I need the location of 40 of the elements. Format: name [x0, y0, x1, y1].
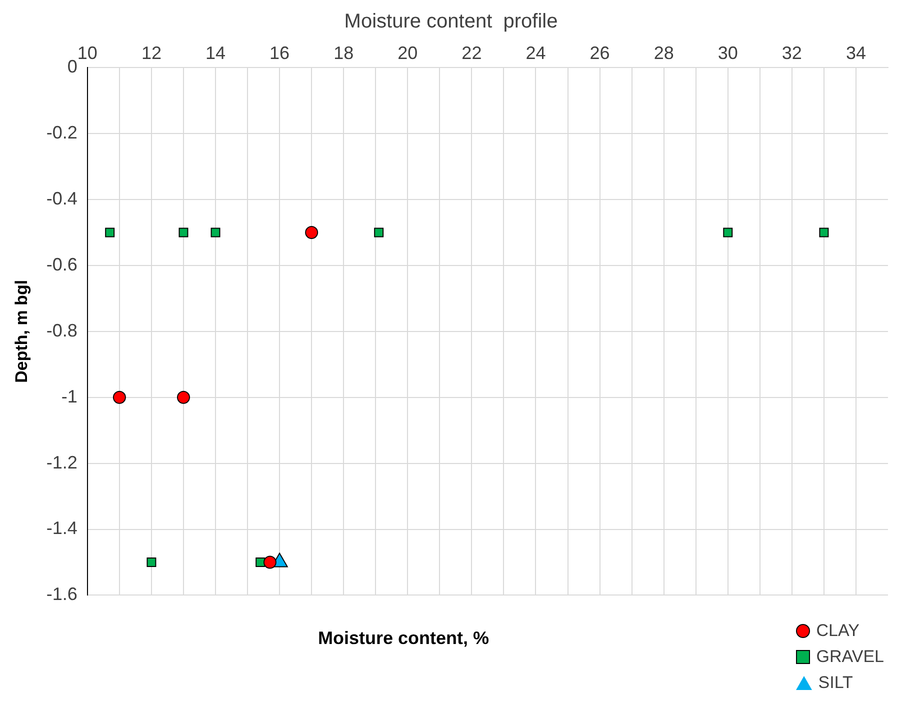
- point: [374, 228, 384, 238]
- point: [105, 228, 115, 238]
- x-tick-label: 20: [398, 42, 418, 63]
- legend-label: CLAY: [816, 621, 860, 641]
- point: [210, 228, 220, 238]
- x-tick-label: 30: [718, 42, 738, 63]
- x-tick-label: 10: [77, 42, 98, 63]
- y-tick-label: -0.6: [46, 254, 78, 274]
- point: [305, 226, 318, 239]
- y-tick-label: -0.4: [46, 188, 78, 208]
- point: [112, 390, 126, 404]
- point: [723, 228, 733, 238]
- point: [178, 228, 188, 238]
- y-tick-label: -0.2: [46, 122, 78, 143]
- y-tick-label: -1.2: [46, 452, 78, 472]
- y-tick-label: -1.6: [46, 584, 78, 604]
- x-tick-label: 16: [270, 42, 290, 63]
- x-tick-label: 32: [782, 42, 802, 63]
- x-tick-label: 14: [205, 42, 226, 63]
- point: [176, 390, 190, 404]
- x-tick-label: 24: [526, 42, 546, 63]
- y-tick-label: 0: [67, 56, 78, 77]
- point: [146, 557, 156, 567]
- point: [263, 556, 276, 569]
- x-tick-label: 28: [654, 42, 674, 63]
- y-tick-label: -1: [61, 386, 78, 406]
- x-axis-title: Moisture content, %: [318, 628, 490, 649]
- x-tick-label: 34: [846, 42, 866, 63]
- x-tick-label: 22: [462, 42, 482, 63]
- chart-title: Moisture content profile: [344, 10, 558, 33]
- point: [256, 557, 266, 567]
- x-tick-label: 12: [141, 42, 162, 63]
- legend-label: GRAVEL: [816, 647, 884, 667]
- legend-label: SILT: [818, 673, 853, 693]
- x-tick-label: 26: [590, 42, 610, 63]
- y-tick-label: -1.4: [46, 518, 78, 538]
- point: [819, 228, 829, 238]
- y-axis-title: Depth, m bgl: [12, 280, 31, 383]
- y-tick-label: -0.8: [46, 320, 78, 340]
- x-tick-label: 18: [334, 42, 354, 63]
